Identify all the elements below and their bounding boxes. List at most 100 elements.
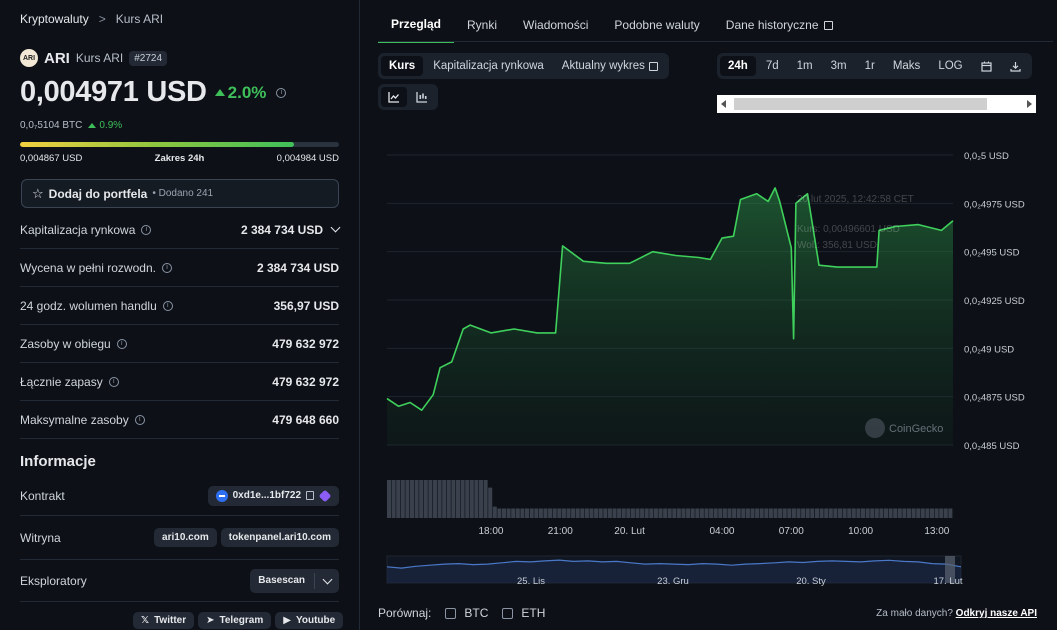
- tab-historical[interactable]: Dane historyczne: [713, 8, 846, 43]
- range-1y[interactable]: 1r: [864, 60, 875, 72]
- tab-news[interactable]: Wiadomości: [523, 18, 589, 32]
- social-links: 𝕏 Twitter ➤ Telegram ▶ Youtube: [133, 612, 344, 629]
- volume-bar: [571, 508, 576, 518]
- volume-bar: [423, 480, 428, 518]
- stat-row-fdv: Wycena w pełni rozwodn. i 2 384 734 USD: [20, 249, 339, 287]
- info-icon[interactable]: i: [134, 414, 145, 425]
- volume-bar: [764, 508, 769, 518]
- line-chart-button[interactable]: [381, 87, 407, 107]
- volume-bar: [663, 508, 668, 518]
- volume-bar: [709, 508, 714, 518]
- portfolio-added-count: • Dodano 241: [152, 188, 214, 199]
- volume-bar: [497, 508, 502, 518]
- scrollbar-thumb[interactable]: [734, 98, 987, 110]
- candlestick-button[interactable]: [409, 87, 435, 107]
- stat-label: 24 godz. wolumen handlu: [20, 298, 157, 313]
- navigator-tick-label: 25. Lis: [517, 576, 545, 587]
- volume-bar: [396, 480, 401, 518]
- coin-info-panel: Kryptowaluty > Kurs ARI ARI ARI Kurs ARI…: [0, 0, 360, 630]
- scroll-left-icon[interactable]: [721, 100, 726, 108]
- volume-bar: [410, 480, 414, 518]
- volume-bar: [828, 508, 833, 518]
- coin-header: ARI ARI Kurs ARI #2724: [20, 49, 168, 67]
- info-icon[interactable]: i: [162, 300, 173, 311]
- volume-bar: [750, 508, 755, 518]
- range-7d[interactable]: 7d: [765, 60, 779, 72]
- info-icon[interactable]: i: [116, 338, 127, 349]
- volume-bar: [428, 480, 433, 518]
- range-3m[interactable]: 3m: [830, 60, 847, 72]
- api-link[interactable]: Odkryj nasze API: [955, 608, 1037, 619]
- volume-bar: [911, 508, 916, 518]
- youtube-icon: ▶: [283, 615, 291, 626]
- telegram-link[interactable]: ➤ Telegram: [198, 612, 272, 629]
- volume-bar: [943, 508, 948, 518]
- contract-pill[interactable]: 0xd1e...1bf722: [207, 485, 339, 506]
- time-range-toggle: 24h 7d 1m 3m 1r Maks LOG: [717, 53, 1032, 79]
- mode-price[interactable]: Kurs: [381, 56, 424, 76]
- volume-bar: [934, 508, 939, 518]
- volume-bar: [584, 508, 589, 518]
- calendar-button[interactable]: [973, 56, 1000, 76]
- breadcrumb-root-link[interactable]: Kryptowaluty: [20, 12, 89, 26]
- range-max[interactable]: Maks: [892, 60, 921, 72]
- compare-eth-checkbox[interactable]: [502, 607, 514, 619]
- price-line: [386, 187, 954, 411]
- info-icon[interactable]: i: [108, 376, 119, 387]
- tab-overview[interactable]: Przegląd: [378, 8, 455, 43]
- add-to-portfolio-button[interactable]: ☆ Dodaj do portfela • Dodano 241: [21, 179, 339, 208]
- volume-bar: [847, 508, 852, 518]
- y-axis-tick-label: 0,0₂49 USD: [964, 344, 1014, 355]
- coin-logo-icon: ARI: [20, 49, 38, 67]
- stat-row-volume: 24 godz. wolumen handlu i 356,97 USD: [20, 287, 339, 325]
- coin-symbol: ARI: [44, 49, 70, 67]
- explorer-dropdown[interactable]: Basescan: [250, 568, 339, 593]
- volume-bar: [525, 508, 529, 518]
- volume-bar: [442, 480, 447, 518]
- volume-bar: [469, 480, 474, 518]
- compare-btc-checkbox[interactable]: [445, 607, 457, 619]
- website-link[interactable]: ari10.com: [154, 528, 217, 547]
- api-note-text: Za mało danych?: [876, 608, 953, 619]
- tab-markets[interactable]: Rynki: [467, 18, 498, 32]
- info-label: Kontrakt: [20, 488, 65, 503]
- volume-bar: [437, 480, 442, 518]
- volume-bar: [686, 508, 691, 518]
- range-1m[interactable]: 1m: [796, 60, 813, 72]
- volume-bar: [391, 480, 396, 518]
- website-link[interactable]: tokenpanel.ari10.com: [220, 528, 339, 547]
- twitter-link[interactable]: 𝕏 Twitter: [133, 612, 195, 629]
- price-chart[interactable]: 0,0₂5 USD 0,0₂4975 USD 0,0₂495 USD 0,0₂4925…: [361, 130, 1057, 596]
- info-icon[interactable]: i: [276, 87, 287, 98]
- info-icon[interactable]: i: [141, 224, 152, 235]
- copy-icon[interactable]: [306, 491, 314, 500]
- info-label: Eksploratory: [20, 573, 87, 588]
- stat-label: Maksymalne zasoby: [20, 412, 129, 427]
- info-icon[interactable]: i: [161, 262, 172, 273]
- volume-bar: [879, 508, 884, 518]
- stat-value[interactable]: 2 384 734 USD: [241, 223, 341, 237]
- mode-market-cap[interactable]: Kapitalizacja rynkowa: [433, 60, 544, 72]
- range-log[interactable]: LOG: [938, 60, 963, 72]
- stat-row-circulating-supply: Zasoby w obiegu i 479 632 972: [20, 325, 339, 363]
- volume-bar: [838, 508, 842, 518]
- youtube-link[interactable]: ▶ Youtube: [275, 612, 344, 629]
- tab-similar[interactable]: Podobne waluty: [614, 18, 700, 32]
- chart-tooltip-text: Wol.: 356,81 USD: [797, 240, 877, 251]
- volume-bar: [529, 508, 534, 518]
- info-section-title: Informacje: [20, 453, 96, 470]
- volume-bar: [502, 508, 506, 518]
- volume-bar: [861, 508, 865, 518]
- volume-bar: [768, 508, 773, 518]
- metamask-icon[interactable]: [318, 489, 332, 502]
- download-button[interactable]: [1002, 56, 1029, 76]
- range-24h[interactable]: 24h: [720, 56, 756, 76]
- mode-live-chart[interactable]: Aktualny wykres: [554, 56, 666, 76]
- y-axis-tick-label: 0,0₂4925 USD: [964, 296, 1025, 307]
- chart-scrollbar[interactable]: [717, 95, 1036, 113]
- navigator-tick-label: 23. Gru: [657, 576, 689, 587]
- volume-bar: [419, 480, 424, 518]
- scroll-right-icon[interactable]: [1027, 100, 1032, 108]
- volume-bar: [690, 508, 695, 518]
- stat-label: Łącznie zapasy: [20, 374, 103, 389]
